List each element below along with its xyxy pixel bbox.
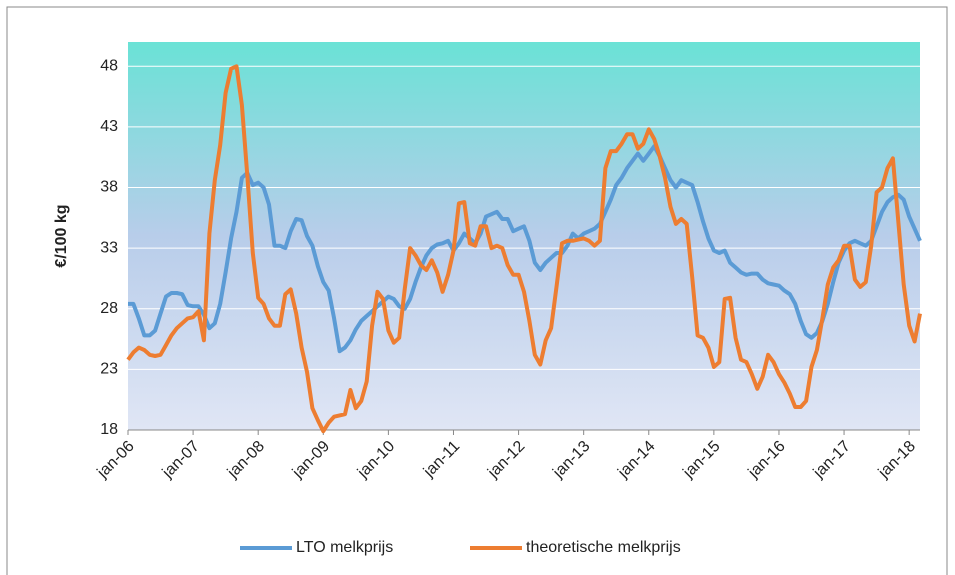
y-tick-label: 38 <box>100 179 118 196</box>
x-tick-label: jan-09 <box>289 438 333 482</box>
x-tick-label: jan-18 <box>875 438 919 482</box>
x-tick-label: jan-10 <box>354 438 398 482</box>
y-tick-label: 23 <box>100 361 118 378</box>
x-tick-label: jan-15 <box>679 438 723 482</box>
x-tick-label: jan-08 <box>224 438 268 482</box>
line <box>126 64 922 434</box>
x-tick-label: jan-06 <box>94 438 138 482</box>
y-tick-label: 18 <box>100 421 118 438</box>
y-tick-label: 33 <box>100 239 118 256</box>
y-tick-label: 48 <box>100 57 118 74</box>
x-tick-label: jan-11 <box>420 438 463 481</box>
line <box>128 144 922 354</box>
y-tick-label: 28 <box>100 300 118 317</box>
x-tick-label: jan-13 <box>549 438 593 482</box>
x-tick-label: jan-12 <box>484 438 528 482</box>
y-tick-label: 43 <box>100 118 118 135</box>
frame <box>6 6 948 575</box>
plot-area <box>128 42 920 430</box>
legend-label: LTO melkprijs <box>296 539 393 556</box>
x-tick-label: jan-14 <box>614 438 658 482</box>
legend-label: theoretische melkprijs <box>526 539 681 556</box>
x-tick-label: jan-17 <box>810 438 854 482</box>
y-axis-title: €/100 kg <box>53 204 70 267</box>
x-tick-label: jan-16 <box>745 438 789 482</box>
x-tick-label: jan-07 <box>159 438 203 482</box>
